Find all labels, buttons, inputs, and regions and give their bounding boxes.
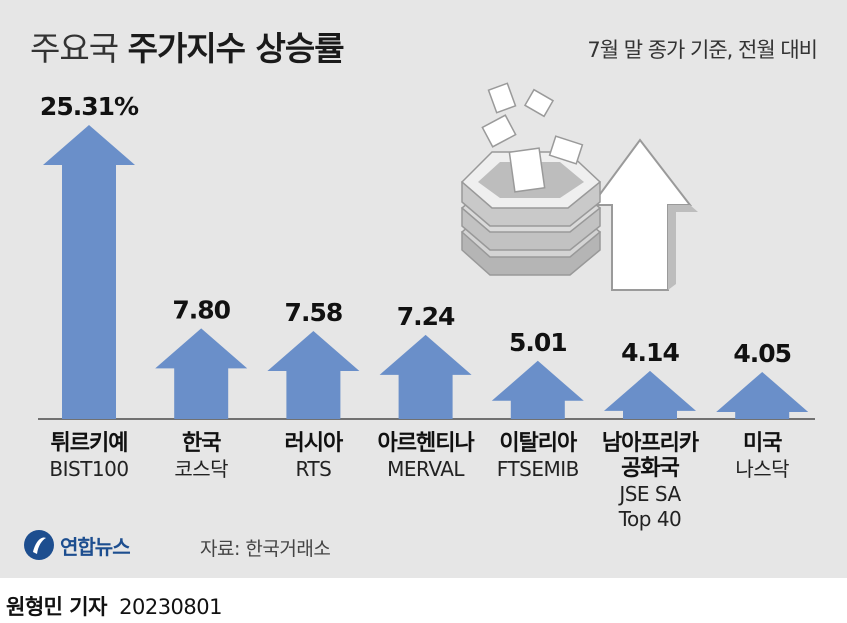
category-country-label: 이탈리아 — [499, 431, 578, 456]
data-label: 7.80 — [172, 295, 230, 324]
bar-arrow — [379, 334, 472, 419]
bar-arrow — [491, 360, 584, 419]
chart-title: 주요국 주가지수 상승률 — [30, 22, 345, 70]
data-label: 25.31% — [40, 92, 139, 121]
stock-box-illustration — [460, 82, 698, 291]
category-index-label: RTS — [295, 457, 331, 481]
category-index-label: MERVAL — [387, 457, 465, 481]
yonhap-logo-icon — [24, 530, 54, 560]
title-bold: 주가지수 상승률 — [127, 29, 345, 68]
category-index-label: 코스닥 — [174, 457, 228, 481]
bar-arrow — [604, 370, 696, 419]
logo-text: 연합뉴스 — [60, 534, 131, 559]
data-label: 5.01 — [509, 328, 567, 357]
bar-arrow — [155, 328, 248, 419]
category-index-label: FTSEMIB — [497, 457, 579, 481]
reporter-name: 원형민 기자 — [6, 595, 107, 619]
category-country-label: 아르헨티나 — [377, 431, 474, 456]
category-index-label: JSE SA — [617, 482, 681, 506]
chart-panel — [0, 0, 847, 578]
category-country-label: 공화국 — [621, 456, 679, 481]
category-country-label: 남아프리카 — [602, 431, 699, 456]
byline: 원형민 기자 20230801 — [6, 591, 222, 621]
bar-arrow — [716, 371, 809, 419]
data-label: 7.58 — [285, 298, 343, 327]
logo: 연합뉴스 — [22, 528, 131, 562]
publish-date: 20230801 — [119, 595, 222, 619]
data-label: 4.14 — [621, 338, 679, 367]
chart-subtitle: 7월 말 종가 기준, 전월 대비 — [587, 38, 818, 62]
source-note: 자료: 한국거래소 — [200, 538, 331, 560]
category-index-label: Top 40 — [618, 507, 682, 531]
category-index-label: 나스닥 — [735, 457, 789, 481]
category-country-label: 러시아 — [285, 431, 344, 456]
category-country-label: 미국 — [743, 431, 782, 456]
bar-arrow — [43, 125, 135, 419]
bar-arrow — [267, 330, 360, 419]
data-label: 7.24 — [397, 302, 455, 331]
category-index-label: BIST100 — [49, 457, 128, 481]
category-country-label: 한국 — [182, 431, 221, 456]
title-light: 주요국 — [30, 29, 119, 68]
category-country-label: 튀르키예 — [51, 431, 128, 456]
data-label: 4.05 — [733, 339, 791, 368]
